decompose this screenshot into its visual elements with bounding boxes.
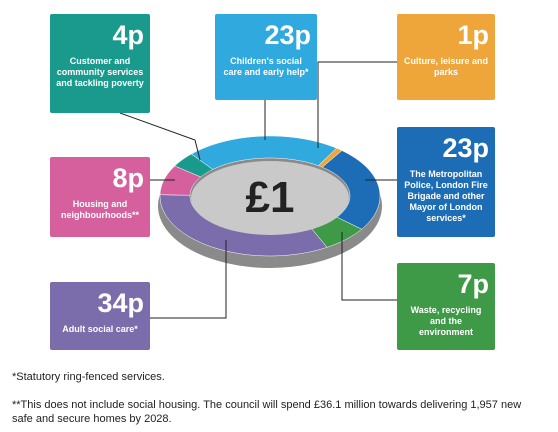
ring-segment [159,165,202,196]
category-label: The Metropolitan Police, London Fire Bri… [404,169,488,223]
ring-hole [191,161,349,235]
connector [317,61,397,148]
value-label: 8p [112,163,144,193]
value-label: 34p [97,288,144,318]
category-label: Adult social care* [62,324,138,334]
category-box: 1p Culture, leisure and parks [397,14,495,100]
category-label: Culture, leisure and parks [403,56,489,77]
center-label: £1 [246,173,295,222]
value-label: 23p [264,20,311,50]
category-box: 8p Housing and neighbourhoods** [50,157,150,237]
value-label: 23p [442,133,489,163]
value-label: 1p [457,20,489,50]
category-label: Children's social care and early help* [223,56,309,77]
category-box: 23p Children's social care and early help… [215,14,317,100]
connector [150,240,227,319]
connector [119,112,201,161]
footnote: **This does not include social housing. … [12,399,522,425]
value-label: 4p [112,20,144,50]
value-label: 7p [457,269,489,299]
category-label: Housing and neighbourhoods** [61,199,139,220]
connector [341,232,397,301]
category-label: Customer and community services and tack… [56,56,144,88]
category-box: 4p Customer and community services and ta… [50,14,150,113]
category-label: Waste, recycling and the environment [410,305,482,337]
footnote: *Statutory ring-fenced services. [12,371,165,383]
category-box: 7p Waste, recycling and the environment [397,263,495,350]
category-box: 23p The Metropolitan Police, London Fire … [397,127,495,237]
category-box: 34p Adult social care* [50,282,150,350]
